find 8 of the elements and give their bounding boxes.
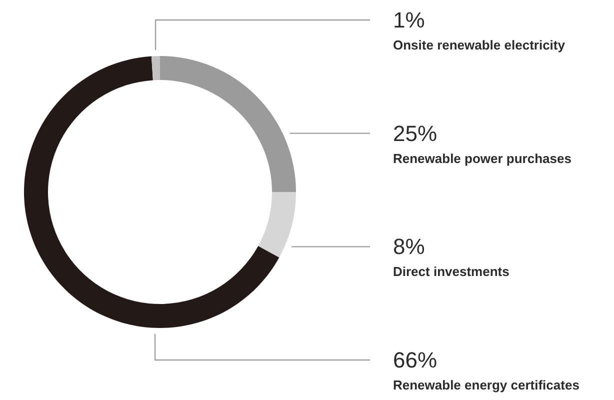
data-label: 1% xyxy=(393,8,425,32)
data-label: 8% xyxy=(393,234,425,260)
data-label: 66% xyxy=(393,348,438,372)
slice-label: Onsite renewable electricity xyxy=(393,38,566,52)
slice-label: Renewable energy certificates xyxy=(393,378,580,392)
data-label: 25% xyxy=(393,120,438,146)
slice-label: Direct investments xyxy=(393,264,510,280)
slice-label: Renewable power purchases xyxy=(393,150,572,166)
